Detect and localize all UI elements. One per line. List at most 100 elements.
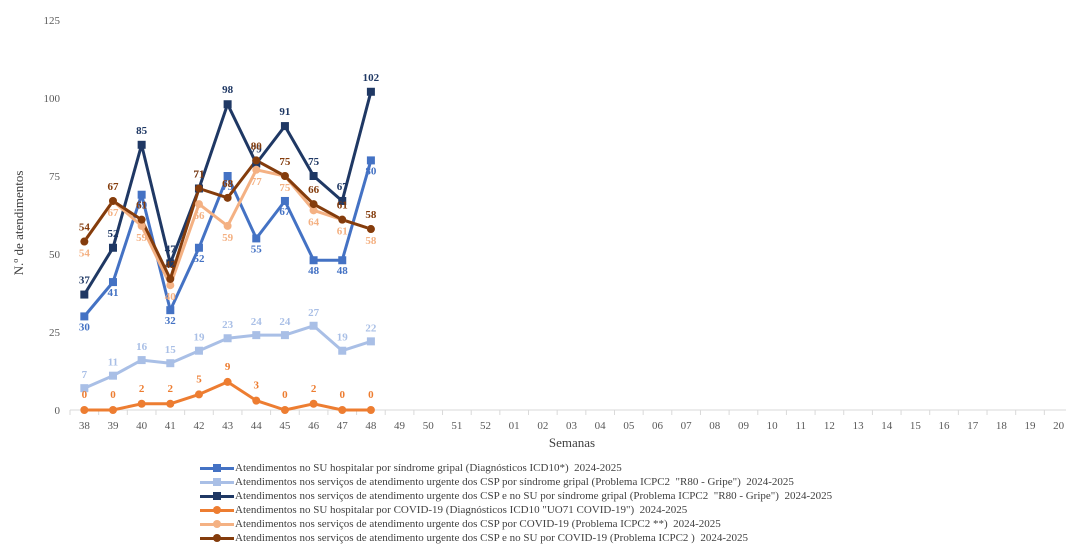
series-3-data-label: 98: [222, 84, 234, 96]
series-2-data-label: 23: [222, 319, 234, 331]
series-4-data-label: 9: [225, 361, 231, 373]
legend-swatch: [200, 504, 234, 516]
x-tick-label: 44: [251, 420, 263, 432]
legend-label: Atendimentos nos serviços de atendimento…: [235, 490, 833, 502]
series-4-point: [366, 406, 375, 414]
series-2-point: [108, 371, 117, 380]
legend-swatch: [200, 532, 234, 544]
series-4-point: [280, 406, 289, 414]
series-6-point: [252, 156, 261, 165]
x-tick-label: 42: [193, 420, 204, 432]
legend-label: Atendimentos nos serviços de atendimento…: [235, 532, 748, 544]
legend-item-1: Atendimentos no SU hospitalar por síndro…: [200, 461, 832, 475]
series-3-point: [309, 172, 318, 180]
series-1-point: [108, 278, 117, 287]
series-6-point: [338, 215, 347, 224]
series-3-data-label: 47: [165, 243, 177, 255]
x-tick-label: 46: [308, 420, 320, 432]
x-tick-label: 38: [79, 420, 91, 432]
series-1-data-label: 30: [79, 321, 91, 333]
series-5-data-label: 77: [251, 176, 263, 188]
series-4-data-label: 0: [110, 389, 116, 401]
series-1-data-label: 55: [251, 243, 263, 255]
series-2-data-label: 7: [82, 369, 88, 381]
series-6-point: [108, 196, 117, 205]
series-6-data-label: 54: [79, 222, 91, 234]
series-2-point: [309, 321, 318, 330]
x-tick-label: 48: [365, 420, 377, 432]
x-tick-label: 13: [853, 420, 865, 432]
series-6-data-label: 42: [165, 259, 177, 271]
series-6-point: [309, 200, 318, 209]
series-4-point: [137, 399, 146, 408]
series-1-point: [280, 196, 289, 205]
legend-swatch: [200, 462, 234, 474]
series-6-point: [137, 215, 146, 224]
legend-item-5: Atendimentos nos serviços de atendimento…: [200, 517, 832, 531]
series-6-data-label: 61: [337, 200, 348, 212]
series-5-point: [252, 165, 261, 174]
series-1-point: [338, 256, 347, 265]
x-tick-label: 17: [967, 420, 979, 432]
series-2-data-label: 19: [337, 332, 349, 344]
series-2-data-label: 27: [308, 307, 320, 319]
series-5-data-label: 54: [79, 248, 91, 260]
x-tick-label: 47: [337, 420, 349, 432]
series-6-point: [280, 172, 289, 180]
legend-marker: [213, 534, 221, 542]
legend-item-3: Atendimentos nos serviços de atendimento…: [200, 489, 832, 503]
series-4-data-label: 0: [82, 389, 88, 401]
series-1-point: [366, 156, 375, 165]
x-tick-label: 50: [423, 420, 435, 432]
series-2-point: [252, 331, 261, 340]
x-tick-label: 01: [509, 420, 520, 432]
series-3-data-label: 75: [308, 156, 320, 168]
series-line-3: [83, 91, 373, 296]
series-1-data-label: 69: [136, 200, 148, 212]
series-5-data-label: 75: [279, 182, 291, 194]
x-tick-label: 11: [795, 420, 806, 432]
series-4-point: [166, 399, 175, 408]
y-tick-label: 0: [55, 405, 61, 417]
legend-item-4: Atendimentos no SU hospitalar por COVID-…: [200, 503, 832, 517]
y-tick-label: 100: [44, 93, 61, 105]
series-4-data-label: 2: [139, 383, 145, 395]
series-3-point: [108, 243, 117, 252]
series-4-data-label: 3: [254, 380, 260, 392]
series-5-data-label: 59: [222, 232, 234, 244]
series-5-data-label: 67: [107, 207, 119, 219]
series-1-data-label: 41: [107, 287, 118, 299]
series-6-point: [166, 274, 175, 283]
x-tick-label: 06: [652, 420, 664, 432]
series-6-data-label: 71: [193, 168, 204, 180]
series-1-point: [80, 312, 89, 321]
x-tick-label: 10: [767, 420, 779, 432]
series-4-data-label: 5: [196, 373, 202, 385]
x-tick-label: 39: [107, 420, 119, 432]
series-4-point: [194, 390, 203, 399]
series-5-point: [166, 281, 175, 290]
series-4-data-label: 2: [311, 383, 317, 395]
legend-label: Atendimentos nos serviços de atendimento…: [235, 476, 794, 488]
x-tick-label: 08: [709, 420, 721, 432]
series-2-data-label: 24: [279, 316, 291, 328]
series-5-data-label: 40: [165, 291, 177, 303]
y-axis-label: N.º de atendimentos: [11, 171, 26, 276]
series-3-data-label: 52: [107, 228, 119, 240]
x-axis-label: Semanas: [549, 435, 595, 450]
series-6-point: [194, 184, 203, 193]
series-2-point: [166, 359, 175, 368]
series-6-data-label: 58: [365, 209, 377, 221]
series-2-point: [194, 346, 203, 355]
legend-marker: [213, 478, 221, 486]
legend-marker: [213, 464, 221, 472]
x-tick-label: 12: [824, 420, 835, 432]
series-1-point: [194, 243, 203, 252]
series-4-data-label: 2: [168, 383, 174, 395]
x-tick-label: 02: [537, 420, 548, 432]
x-tick-label: 19: [1025, 420, 1037, 432]
series-2-point: [280, 331, 289, 340]
series-3-data-label: 102: [363, 72, 380, 84]
x-tick-label: 40: [136, 420, 148, 432]
